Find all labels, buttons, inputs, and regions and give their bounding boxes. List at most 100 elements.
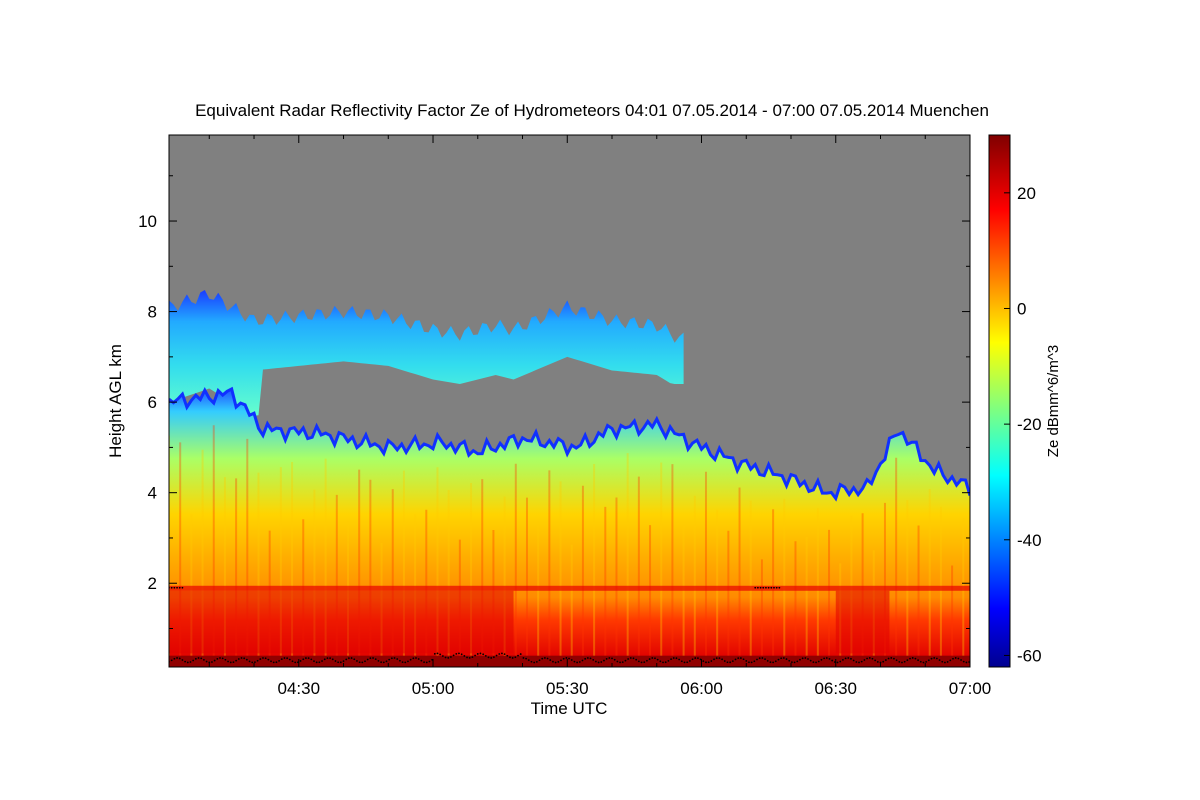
cloud-base-dot	[560, 659, 562, 662]
cloud-base-dot	[930, 657, 933, 660]
cloud-base-dot	[734, 658, 737, 661]
cloud-base-dot	[898, 660, 901, 663]
cloud-base-dot	[181, 659, 184, 661]
cloud-base-dot	[710, 660, 713, 662]
colorbar-tick-label: -20	[1017, 415, 1042, 434]
cloud-base-dot	[337, 661, 340, 664]
cloud-base-dot	[770, 586, 773, 589]
cloud-base-dot	[176, 586, 178, 589]
cloud-base-dot	[369, 657, 372, 660]
cloud-base-dot	[318, 661, 321, 664]
cloud-base-dot	[267, 658, 270, 661]
cloud-base-dot	[313, 660, 315, 663]
colorbar-tick-label: 0	[1017, 299, 1026, 318]
cloud-base-dot	[868, 657, 871, 659]
cloud-base-dot	[866, 657, 868, 660]
cloud-base-dot	[463, 655, 466, 657]
chart-title: Equivalent Radar Reflectivity Factor Ze …	[195, 101, 989, 120]
cloud-base-dot	[576, 661, 579, 664]
cloud-base-dot	[935, 657, 938, 660]
cloud-base-dot	[796, 660, 799, 663]
cloud-base-dot	[777, 658, 780, 661]
cloud-base-dot	[170, 586, 173, 589]
cloud-base-dot	[170, 659, 173, 662]
y-tick-label: 2	[148, 574, 157, 593]
cloud-base-dot	[895, 659, 898, 662]
cloud-base-dot	[726, 661, 729, 664]
cloud-base-dot	[189, 661, 192, 663]
cloud-base-dot	[847, 657, 850, 659]
cloud-base-dot	[310, 658, 313, 661]
cloud-base-dot	[447, 657, 450, 659]
cloud-base-dot	[624, 659, 627, 662]
cloud-base-dot	[527, 659, 530, 662]
cloud-base-dot	[256, 659, 259, 662]
cloud-base-dot	[637, 660, 640, 663]
cloud-base-dot	[286, 657, 289, 660]
cloud-base-dot	[323, 658, 326, 661]
cloud-base-dot	[546, 657, 549, 660]
cloud-base-dot	[721, 658, 723, 661]
cloud-base-dot	[683, 661, 686, 664]
cloud-base-dot	[211, 661, 213, 663]
cloud-base-dot	[565, 657, 568, 659]
cloud-base-dot	[415, 657, 417, 659]
cloud-base-dot	[305, 657, 307, 659]
cloud-base-dot	[718, 657, 721, 660]
cloud-base-dot	[342, 660, 345, 663]
cloud-base-dot	[417, 658, 420, 660]
colorbar-label: Ze dBmm^6/m^3	[1045, 345, 1062, 457]
colorbar-tick-label: 20	[1017, 184, 1036, 203]
cloud-base-dot	[404, 661, 407, 664]
cloud-base-dot	[213, 659, 216, 662]
cloud-base-dot	[275, 661, 278, 664]
cloud-base-dot	[243, 657, 246, 660]
cloud-base-dot	[399, 659, 401, 662]
cloud-base-dot	[785, 658, 788, 660]
cloud-base-dot	[694, 657, 697, 659]
cloud-base-dot	[224, 658, 227, 661]
cloud-base-dot	[917, 659, 919, 662]
cloud-base-dot	[441, 655, 444, 657]
cloud-base-dot	[903, 660, 906, 663]
cloud-base-dot	[688, 660, 691, 662]
cloud-base-dot	[264, 657, 267, 660]
cloud-base-dot	[568, 657, 570, 660]
cloud-base-dot	[288, 658, 291, 661]
cloud-base-dot	[396, 658, 399, 660]
cloud-base-dot	[804, 657, 807, 659]
cloud-base-dot	[756, 658, 758, 661]
cloud-base-dot	[860, 660, 863, 663]
cloud-base-dot	[517, 654, 519, 657]
cloud-base-dot	[772, 661, 775, 664]
cloud-base-dot	[613, 658, 616, 661]
cloud-base-dot	[691, 658, 694, 661]
cloud-base-dot	[468, 657, 471, 659]
cloud-base-dot	[922, 661, 925, 664]
cloud-base-dot	[474, 654, 476, 657]
cloud-base-dot	[761, 657, 764, 659]
cloud-base-dot	[662, 661, 664, 664]
cloud-base-dot	[954, 657, 957, 659]
cloud-base-dot	[766, 659, 769, 662]
cloud-base-dot	[280, 658, 283, 661]
cloud-base-dot	[651, 657, 654, 659]
cloud-base-dot	[197, 657, 200, 659]
cloud-base-dot	[538, 659, 541, 662]
cloud-base-dot	[533, 661, 536, 664]
cloud-base-dot	[756, 586, 759, 589]
cloud-base-dot	[629, 657, 632, 659]
y-tick-label: 8	[148, 303, 157, 322]
cloud-base-dot	[664, 661, 667, 664]
cloud-base-dot	[707, 661, 710, 664]
cloud-base-dot	[879, 661, 882, 664]
cloud-base-dot	[302, 658, 305, 661]
cloud-base-dot	[632, 657, 635, 660]
cloud-base-dot	[235, 659, 238, 662]
colorbar-ticks: 20 0 -20 -40 -60	[1004, 184, 1042, 665]
y-tick-label: 10	[138, 212, 157, 231]
x-tick-label: 06:30	[814, 679, 857, 698]
cloud-base-dot	[876, 661, 879, 663]
plot-area	[169, 135, 970, 667]
cloud-base-dot	[506, 654, 509, 657]
